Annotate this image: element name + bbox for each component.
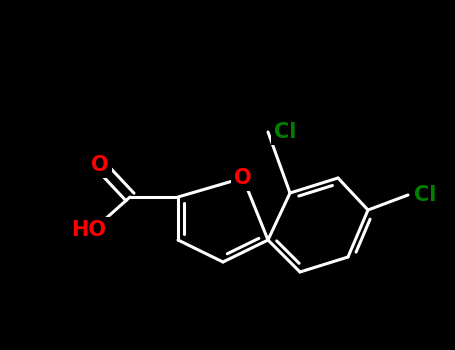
Text: Cl: Cl [274, 122, 296, 142]
Text: HO: HO [71, 220, 106, 240]
Text: Cl: Cl [414, 185, 436, 205]
Text: O: O [91, 155, 109, 175]
Text: O: O [234, 168, 252, 188]
